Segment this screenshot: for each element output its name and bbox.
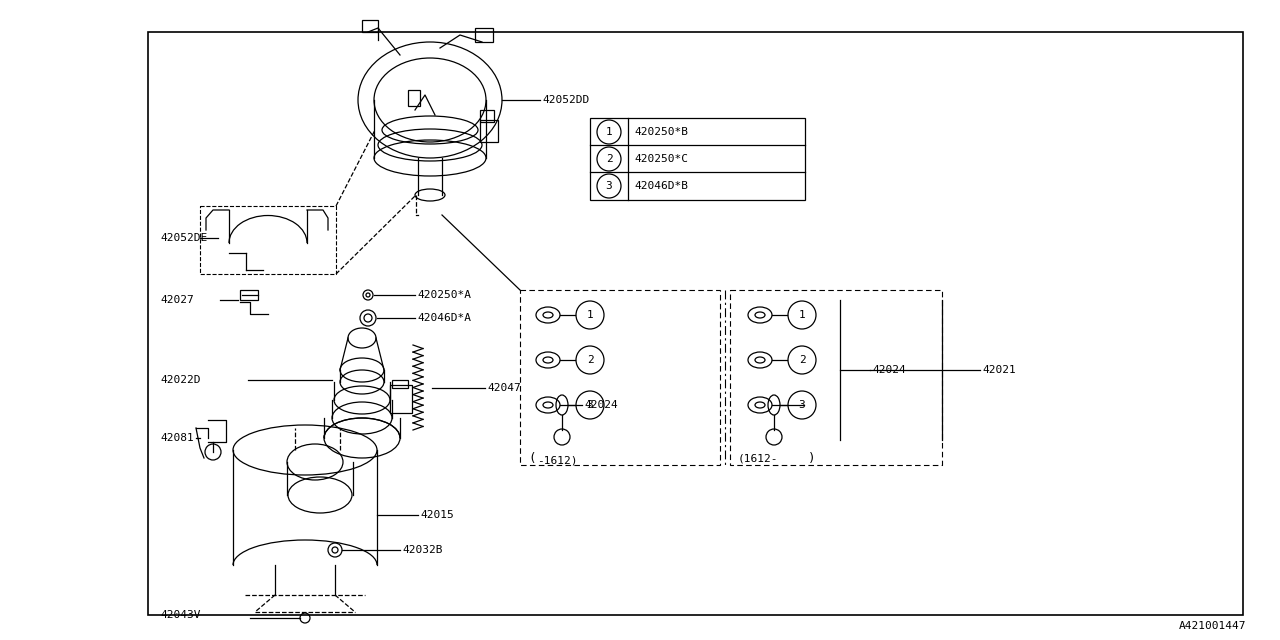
Bar bbox=[475, 28, 493, 42]
Bar bbox=[148, 32, 1243, 615]
Text: 1: 1 bbox=[799, 310, 805, 320]
Text: 42052DD: 42052DD bbox=[541, 95, 589, 105]
Bar bbox=[408, 90, 420, 106]
Text: 42043V: 42043V bbox=[160, 610, 201, 620]
Text: 42046D*A: 42046D*A bbox=[417, 313, 471, 323]
Bar bbox=[480, 110, 494, 122]
Bar bbox=[480, 120, 498, 142]
Bar bbox=[390, 385, 412, 413]
Text: -1612): -1612) bbox=[538, 455, 577, 465]
Text: 42024: 42024 bbox=[872, 365, 906, 375]
Text: 3: 3 bbox=[586, 400, 594, 410]
Bar bbox=[590, 118, 805, 200]
Text: 2: 2 bbox=[605, 154, 612, 164]
Text: 42015: 42015 bbox=[420, 510, 453, 520]
Text: 3: 3 bbox=[799, 400, 805, 410]
Text: (: ( bbox=[529, 451, 535, 465]
Bar bbox=[392, 380, 408, 388]
Text: 2: 2 bbox=[586, 355, 594, 365]
Text: 420250*A: 420250*A bbox=[417, 290, 471, 300]
Text: 42081: 42081 bbox=[160, 433, 193, 443]
Text: 42046D*B: 42046D*B bbox=[634, 181, 689, 191]
Text: (1612-: (1612- bbox=[739, 453, 778, 463]
Text: 42047: 42047 bbox=[486, 383, 521, 393]
Text: 420250*B: 420250*B bbox=[634, 127, 689, 137]
Text: 2: 2 bbox=[799, 355, 805, 365]
Text: 42021: 42021 bbox=[982, 365, 1016, 375]
Text: 42032B: 42032B bbox=[402, 545, 443, 555]
Bar bbox=[362, 20, 378, 32]
Text: 3: 3 bbox=[605, 181, 612, 191]
Text: A421001447: A421001447 bbox=[1179, 621, 1247, 631]
Text: 42027: 42027 bbox=[160, 295, 193, 305]
Text: 42052DE: 42052DE bbox=[160, 233, 207, 243]
Text: 42024: 42024 bbox=[584, 400, 618, 410]
Text: 42022D: 42022D bbox=[160, 375, 201, 385]
Text: ): ) bbox=[808, 451, 815, 465]
Text: 1: 1 bbox=[605, 127, 612, 137]
Bar bbox=[520, 290, 721, 465]
Bar bbox=[730, 290, 942, 465]
Text: 1: 1 bbox=[586, 310, 594, 320]
Bar bbox=[241, 290, 259, 300]
Bar bbox=[200, 206, 337, 274]
Text: 420250*C: 420250*C bbox=[634, 154, 689, 164]
